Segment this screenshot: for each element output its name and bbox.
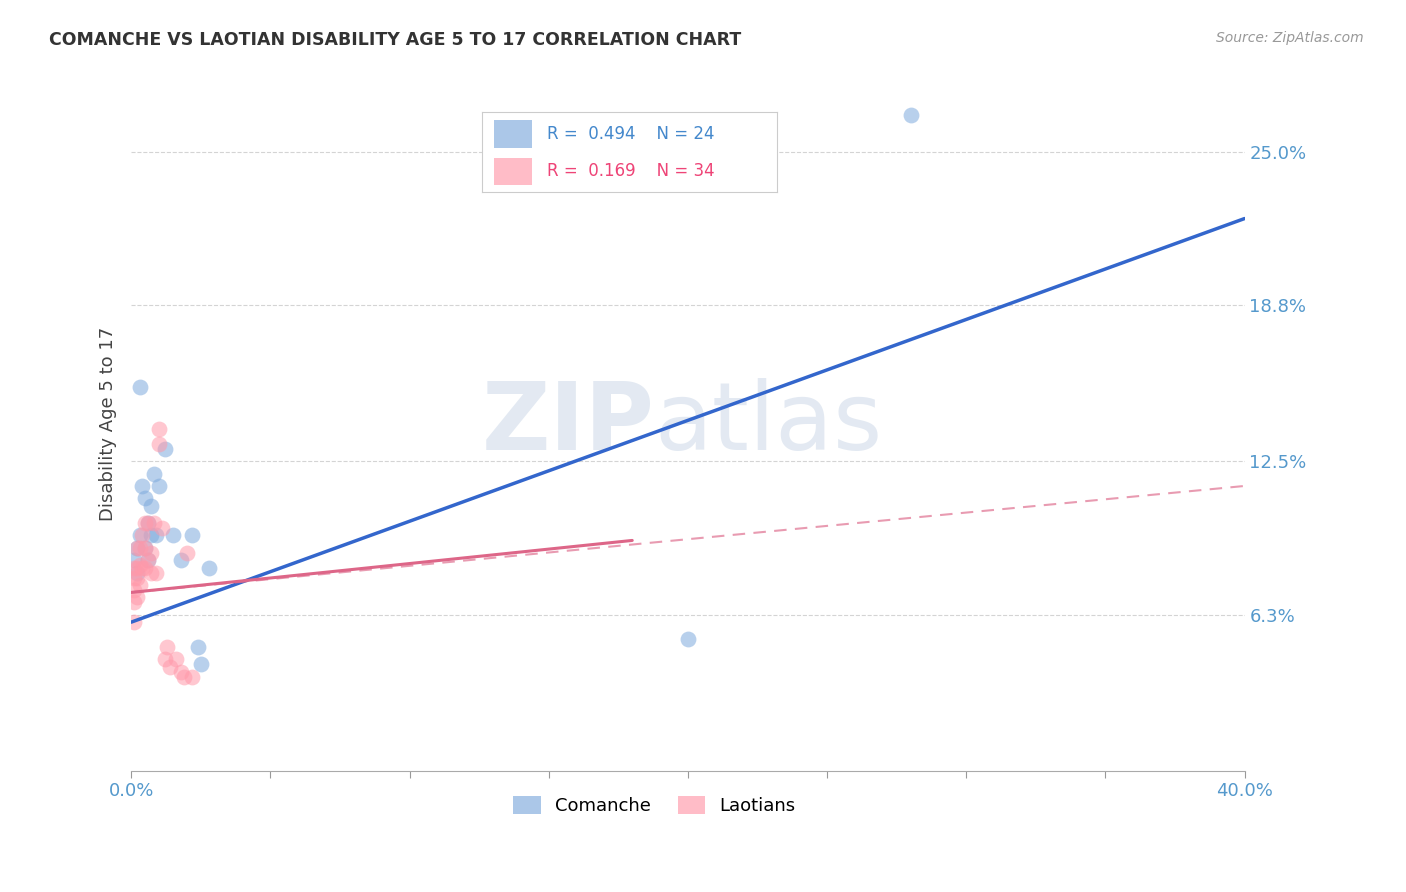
Point	[128, 541, 150, 555]
Point	[134, 491, 156, 506]
Point	[145, 566, 167, 580]
Point	[134, 560, 156, 574]
Point	[142, 516, 165, 530]
Text: ZIP: ZIP	[482, 378, 654, 470]
Point	[900, 107, 922, 121]
Point	[125, 571, 148, 585]
Point	[198, 560, 221, 574]
Point	[136, 516, 159, 530]
Point	[181, 528, 204, 542]
Legend: Comanche, Laotians: Comanche, Laotians	[505, 787, 804, 824]
Point	[139, 566, 162, 580]
Point	[134, 541, 156, 555]
Point	[173, 670, 195, 684]
Point	[142, 467, 165, 481]
Point	[125, 591, 148, 605]
Point	[139, 499, 162, 513]
Point	[148, 437, 170, 451]
Point	[190, 657, 212, 672]
Point	[159, 659, 181, 673]
Point	[125, 541, 148, 555]
Point	[136, 516, 159, 530]
Point	[153, 442, 176, 456]
Point	[162, 528, 184, 542]
Point	[170, 553, 193, 567]
Point	[145, 528, 167, 542]
Point	[128, 578, 150, 592]
Point	[122, 582, 145, 597]
Point	[187, 640, 209, 654]
Point	[122, 595, 145, 609]
Text: Source: ZipAtlas.com: Source: ZipAtlas.com	[1216, 31, 1364, 45]
Y-axis label: Disability Age 5 to 17: Disability Age 5 to 17	[100, 327, 117, 521]
Point	[125, 560, 148, 574]
Point	[134, 541, 156, 555]
Point	[136, 553, 159, 567]
Point	[122, 553, 145, 567]
Point	[148, 479, 170, 493]
Point	[153, 652, 176, 666]
Point	[150, 521, 173, 535]
Point	[131, 560, 153, 574]
Point	[128, 558, 150, 573]
Text: COMANCHE VS LAOTIAN DISABILITY AGE 5 TO 17 CORRELATION CHART: COMANCHE VS LAOTIAN DISABILITY AGE 5 TO …	[49, 31, 741, 49]
Point	[131, 528, 153, 542]
Point	[165, 652, 187, 666]
Point	[122, 571, 145, 585]
Point	[131, 479, 153, 493]
Point	[156, 640, 179, 654]
Point	[139, 528, 162, 542]
Point	[122, 615, 145, 629]
Point	[181, 670, 204, 684]
Point	[136, 553, 159, 567]
Point	[139, 546, 162, 560]
Point	[134, 516, 156, 530]
Point	[125, 541, 148, 555]
Point	[676, 632, 699, 647]
Point	[148, 422, 170, 436]
Point	[176, 546, 198, 560]
Text: atlas: atlas	[654, 378, 883, 470]
Point	[128, 528, 150, 542]
Point	[128, 380, 150, 394]
Point	[125, 566, 148, 580]
Point	[122, 560, 145, 574]
Point	[170, 665, 193, 679]
